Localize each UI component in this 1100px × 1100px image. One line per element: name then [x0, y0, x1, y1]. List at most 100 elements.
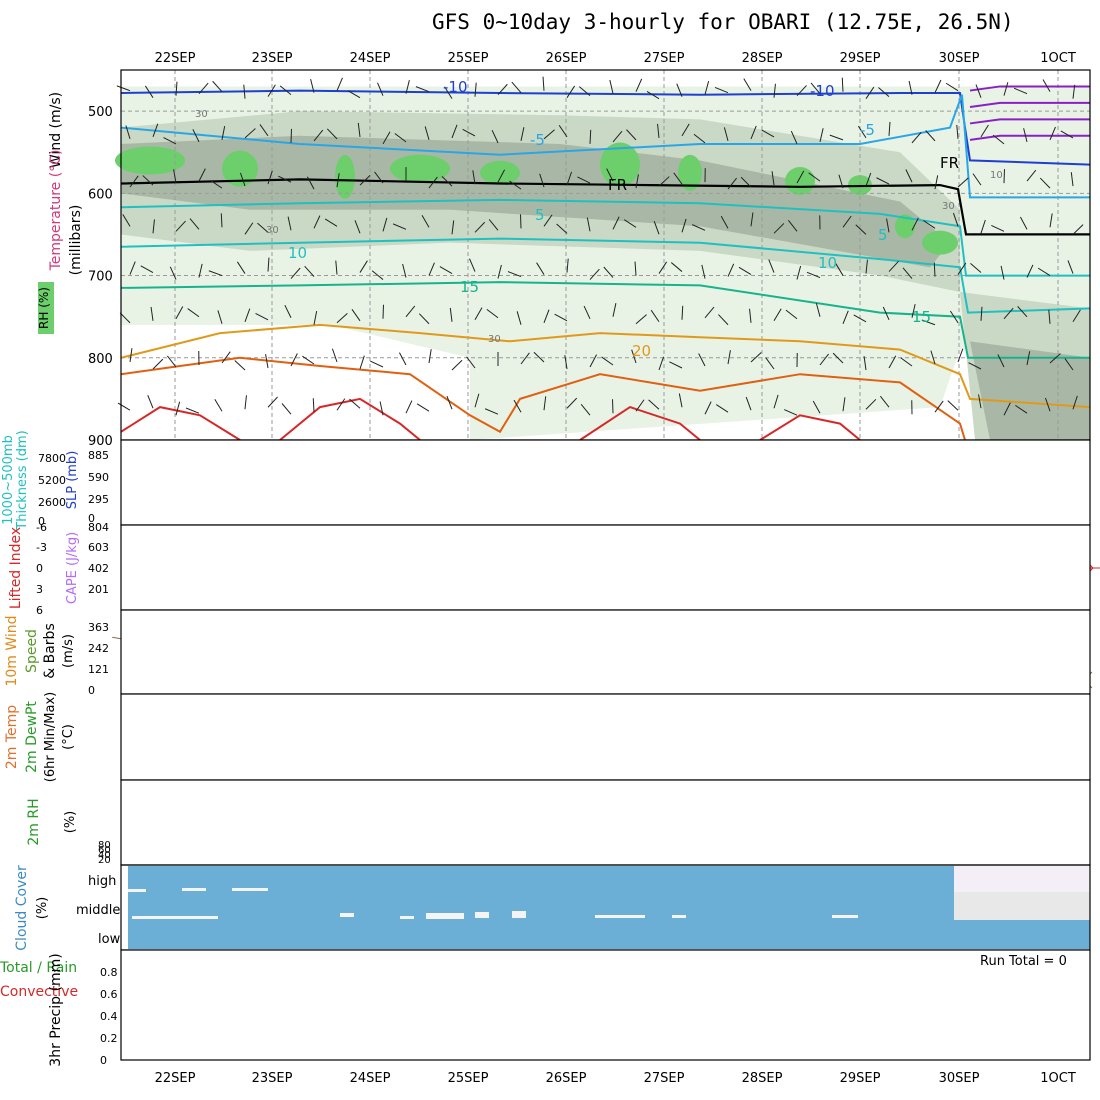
wind-barb: [513, 399, 522, 413]
wind-barb: [336, 398, 346, 411]
wind-barb: [166, 355, 177, 368]
wind-barb: [1037, 267, 1051, 276]
wind-barb: [1060, 130, 1074, 139]
wind-barb: [324, 218, 338, 227]
wind-barb: [310, 78, 315, 93]
wind-barb: [1064, 358, 1074, 371]
wind-barb: [577, 176, 591, 184]
wind-barb: [198, 82, 209, 94]
contour-minus10: [120, 89, 1091, 166]
wind-barb: [259, 124, 269, 137]
wind-barb: [1044, 397, 1051, 412]
wind-barb: [1072, 84, 1076, 99]
cape-tick-label: 804: [88, 521, 109, 534]
wind-barb: [908, 80, 913, 95]
wind-barb: [681, 305, 684, 320]
wind-barb: [1003, 82, 1009, 96]
precip-axis-label-a: Total / Rain: [0, 960, 77, 976]
rh-high-blob: [115, 146, 185, 175]
wind-barb: [405, 305, 416, 318]
wind-barb: [415, 86, 430, 93]
wind-barb: [284, 304, 292, 318]
date-tick-top: 25SEP: [448, 51, 489, 66]
wind-barb: [449, 307, 453, 322]
temp2m-axis-label-b: 2m DewPt: [24, 701, 40, 773]
wind-barb: [842, 310, 849, 324]
wind-barb: [554, 313, 568, 322]
wind-barb: [217, 310, 223, 324]
wind-barb: [244, 308, 251, 322]
wind-barb: [975, 84, 982, 98]
contour-30-a: [120, 406, 241, 441]
precip-axis-label-c: 3hr Precip (mm): [48, 953, 64, 1066]
rh-dark-area-right: [970, 341, 1090, 440]
wind-barb: [441, 176, 453, 187]
wind10-tick-label: 363: [88, 621, 109, 634]
wind-barb: [750, 125, 757, 140]
contour-minus5: [120, 94, 1090, 199]
wind-barb: [745, 396, 752, 411]
wind-barb: [497, 83, 508, 96]
wind-barb: [646, 91, 660, 100]
wind-barb: [424, 126, 430, 141]
wind-barb: [371, 270, 384, 280]
date-tick-bottom: 22SEP: [155, 1071, 196, 1086]
wind-barb: [336, 173, 340, 188]
wind-barb: [462, 128, 476, 137]
wind-barb: [533, 351, 545, 363]
contour-30-b: [279, 397, 421, 441]
wind-barb: [451, 124, 458, 139]
wind10-tick-label: 242: [88, 642, 109, 655]
wind-barb: [968, 362, 982, 370]
wind-barb: [488, 219, 499, 231]
wind-barb: [198, 263, 203, 278]
wind-barb: [658, 261, 668, 274]
wind-barb: [715, 404, 729, 413]
wind-barb: [583, 305, 591, 319]
wind-barb: [175, 81, 178, 96]
wind-barb: [865, 259, 868, 274]
wind-barb: [566, 397, 578, 409]
date-tick-bottom: 28SEP: [742, 1071, 783, 1086]
wind-barb: [331, 348, 338, 363]
wind-barb: [997, 354, 1005, 368]
wind-barb: [835, 263, 844, 276]
contour-15: [120, 281, 1090, 359]
wind-barb: [313, 129, 324, 142]
wind-barb: [865, 398, 877, 410]
wind-barb: [718, 314, 729, 326]
wind-barb: [221, 351, 231, 364]
wind-barb: [392, 223, 407, 230]
thickness-tick-label: 7800: [38, 452, 66, 465]
wind-barb: [841, 77, 844, 92]
wind-barb: [832, 352, 844, 364]
wind-barb: [536, 262, 545, 275]
wind-barb: [152, 123, 159, 138]
rh2m-axis-label-b: (%): [63, 811, 78, 834]
wind-barb: [1026, 264, 1034, 278]
cape-tick-label: 603: [88, 541, 109, 554]
wind-barb: [278, 175, 292, 183]
wind-barb: [474, 307, 483, 321]
wind-barb: [212, 80, 223, 93]
rh-high-blob: [895, 214, 915, 239]
precip-axis-label-b: Convective: [0, 984, 78, 1000]
date-tick-top: 27SEP: [644, 51, 685, 66]
wind-barb: [921, 319, 936, 326]
wind-barb: [601, 356, 614, 366]
wind-barb: [287, 216, 292, 231]
cloud-axis-label-b: (%): [35, 897, 50, 920]
date-tick-bottom: 23SEP: [252, 1071, 293, 1086]
wind-barb: [543, 396, 547, 411]
contour-label: -5: [860, 121, 875, 139]
wind-barb: [589, 354, 598, 368]
wind-barb: [882, 306, 890, 320]
wind-barb: [810, 82, 821, 94]
wind-barb: [140, 265, 154, 273]
wind-barb: [714, 86, 729, 94]
wind-barb: [842, 215, 852, 228]
wind-barb: [678, 393, 683, 408]
wind-barb: [658, 356, 665, 371]
wind-barb: [566, 171, 573, 186]
rh-high-blob: [922, 230, 958, 255]
